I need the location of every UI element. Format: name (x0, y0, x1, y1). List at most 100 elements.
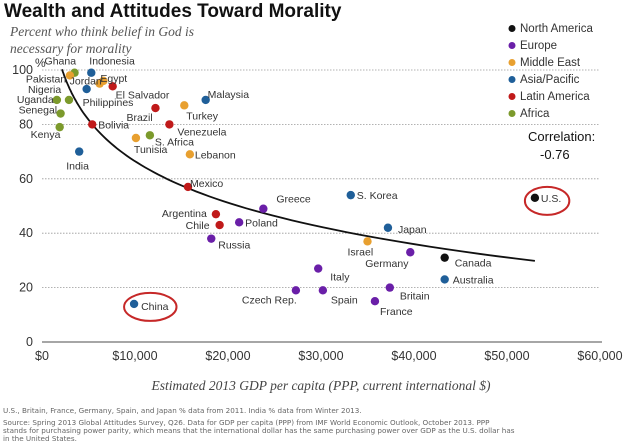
data-points (52, 68, 540, 309)
point-label-venezuela: Venezuela (177, 126, 226, 138)
point-label-u-s: U.S. (541, 193, 561, 205)
point-label-china: China (141, 301, 169, 313)
y-tick-label: 20 (19, 281, 33, 295)
x-tick-labels: $0 $10,000 $20,000 $30,000 $40,000 $50,000 $60… (35, 349, 623, 363)
point-u-s (530, 193, 540, 203)
point-label-canada: Canada (455, 258, 492, 270)
point-label-egypt: Egypt (100, 73, 127, 85)
point-label-argentina: Argentina (162, 208, 207, 220)
legend-marker-north-america (508, 25, 516, 32)
point-label-nigeria: Nigeria (28, 84, 61, 96)
footnote-source-line2: stands for purchasing power parity, whic… (3, 426, 515, 435)
x-tick-label: $0 (35, 349, 49, 363)
point-label-italy: Italy (330, 272, 350, 284)
point-s-korea (346, 190, 355, 200)
correlation-value: -0.76 (540, 147, 570, 162)
legend-marker-latin-america (508, 93, 516, 100)
point-label-india: India (66, 161, 89, 173)
point-canada (440, 253, 449, 262)
x-tick-label: $40,000 (391, 349, 436, 363)
y-tick-label: 0 (26, 335, 33, 349)
point-venezuela (165, 120, 174, 129)
point-label-pakistan: Pakistan (26, 73, 66, 85)
point-label-el-salvador: El Salvador (116, 89, 170, 101)
point-el-salvador (108, 82, 117, 91)
legend-label-europe: Europe (520, 40, 557, 52)
chart-subtitle-line1: Percent who think belief in God is (9, 24, 194, 39)
legend-marker-middle-east (508, 59, 516, 66)
point-philippines (82, 84, 91, 94)
point-label-indonesia: Indonesia (89, 56, 135, 68)
highlight-circle-china (123, 291, 178, 322)
point-label-turkey: Turkey (186, 110, 218, 122)
legend-marker-africa (508, 110, 516, 117)
footnote-data-years: U.S., Britain, France, Germany, Spain, a… (3, 406, 362, 415)
correlation-label: Correlation: (528, 129, 595, 144)
y-tick-label: 60 (19, 172, 33, 186)
legend-marker-asia-pacific (508, 76, 516, 83)
point-mexico (183, 182, 193, 192)
point-label-jordan: Jordan (70, 76, 102, 88)
point-japan (383, 223, 393, 232)
point-bolivia (88, 120, 97, 129)
point-uganda (52, 95, 62, 105)
highlight-circles (123, 185, 571, 322)
point-label-greece: Greece (276, 194, 311, 206)
legend: North America Europe Middle East Asia/Pacif… (508, 23, 593, 120)
y-tick-label: 100 (12, 63, 33, 77)
point-russia (207, 234, 216, 243)
chart-title: Wealth and Attitudes Toward Morality (4, 1, 342, 22)
trend-line (61, 69, 536, 262)
point-label-mexico: Mexico (190, 178, 223, 190)
gridlines (42, 69, 602, 343)
x-tick-label: $30,000 (298, 349, 343, 363)
point-germany (406, 248, 415, 257)
point-label-senegal: Senegal (19, 105, 58, 117)
legend-label-middle-east: Middle East (520, 57, 581, 69)
point-brazil (151, 103, 160, 113)
point-label-tunisia: Tunisia (134, 144, 168, 156)
point-label-chile: Chile (186, 220, 210, 232)
point-pakistan (65, 71, 75, 80)
point-italy (314, 264, 323, 273)
point-label-bolivia: Bolivia (98, 119, 129, 131)
legend-marker-europe (508, 42, 516, 49)
point-s-africa (145, 131, 155, 140)
y-tick-labels: 0 20 40 60 80 100 (12, 63, 33, 349)
x-axis-label: Estimated 2013 GDP per capita (PPP, curr… (150, 378, 491, 393)
x-tick-label: $20,000 (205, 349, 250, 363)
point-argentina (211, 209, 221, 219)
highlight-circle-u-s (523, 185, 571, 216)
legend-label-latin-america: Latin America (520, 91, 590, 103)
point-label-kenya: Kenya (31, 129, 61, 141)
point-label-israel: Israel (348, 246, 374, 258)
point-label-france: France (380, 306, 413, 318)
y-tick-label: 40 (19, 226, 33, 240)
point-label-germany: Germany (365, 258, 409, 270)
point-china (129, 299, 139, 309)
point-israel (363, 237, 372, 246)
point-france (370, 297, 380, 306)
point-tunisia (131, 133, 141, 143)
point-label-russia: Russia (218, 240, 250, 252)
point-poland (234, 218, 244, 227)
point-label-japan: Japan (398, 224, 427, 236)
legend-label-asia-pacific: Asia/Pacific (520, 74, 580, 86)
point-india (75, 147, 84, 156)
legend-label-africa: Africa (520, 108, 550, 120)
point-label-poland: Poland (245, 217, 278, 229)
point-label-s-africa: S. Africa (155, 136, 194, 148)
point-label-malaysia: Malaysia (208, 89, 250, 101)
point-label-spain: Spain (331, 294, 358, 306)
y-tick-label: 80 (19, 117, 33, 131)
point-label-australia: Australia (453, 274, 494, 286)
point-label-brazil: Brazil (126, 112, 152, 124)
point-spain (318, 286, 328, 295)
x-tick-label: $10,000 (112, 349, 157, 363)
x-tick-label: $60,000 (577, 349, 622, 363)
y-axis-unit: % (35, 56, 46, 70)
point-czech-rep (291, 286, 301, 295)
point-australia (440, 275, 449, 284)
